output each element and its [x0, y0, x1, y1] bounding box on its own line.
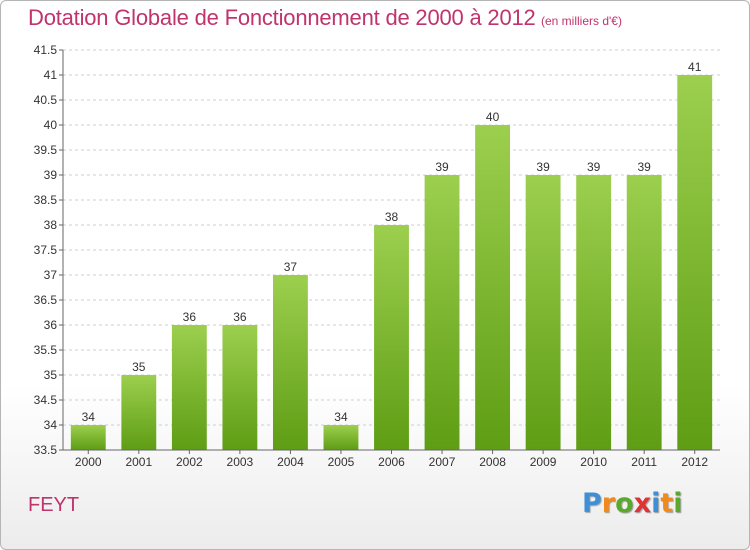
bar — [70, 425, 106, 450]
bar-value-label: 34 — [82, 410, 96, 424]
axes — [59, 49, 720, 454]
x-tick-label: 2012 — [681, 455, 708, 469]
bar — [576, 175, 612, 450]
bar-value-label: 39 — [587, 160, 601, 174]
y-tick-label: 38.5 — [34, 193, 58, 207]
y-tick-label: 39 — [44, 168, 58, 182]
logo-letter: x — [633, 488, 652, 519]
bar-value-label: 35 — [132, 360, 146, 374]
labels: 33.5 34 34.5 35 35.5 36 36.5 37 37.5 38 38.5 39 39.5… — [34, 43, 709, 469]
y-tick-label: 38 — [44, 218, 58, 232]
y-tick-label: 37.5 — [34, 243, 58, 257]
x-tick-label: 2001 — [125, 455, 152, 469]
y-tick-label: 37 — [44, 268, 58, 282]
logo-letter: r — [601, 488, 616, 519]
y-tick-label: 41 — [44, 68, 58, 82]
bar — [272, 275, 308, 450]
bars — [70, 75, 713, 450]
bar — [424, 175, 460, 450]
bar-value-label: 41 — [688, 60, 702, 74]
y-tick-label: 35.5 — [34, 343, 58, 357]
bar-value-label: 36 — [183, 310, 197, 324]
y-tick-label: 33.5 — [34, 443, 58, 457]
bar — [677, 75, 713, 450]
y-tick-label: 40.5 — [34, 93, 58, 107]
bar-value-label: 36 — [233, 310, 247, 324]
bar — [121, 375, 157, 450]
bar — [525, 175, 561, 450]
chart-unit-subtitle: (en milliers d'€) — [541, 14, 622, 28]
bar-value-label: 34 — [334, 410, 348, 424]
bar-value-label: 38 — [385, 210, 399, 224]
y-tick-label: 40 — [44, 118, 58, 132]
logo-letter: t — [660, 488, 674, 519]
y-tick-label: 41.5 — [34, 43, 58, 57]
chart-title: Dotation Globale de Fonctionnement de 20… — [28, 5, 536, 30]
x-tick-label: 2000 — [75, 455, 102, 469]
x-tick-label: 2009 — [530, 455, 557, 469]
bar-value-label: 39 — [638, 160, 652, 174]
x-tick-label: 2010 — [580, 455, 607, 469]
bar — [374, 225, 409, 450]
proxiti-logo: Proxiti — [582, 488, 692, 524]
y-tick-label: 36 — [44, 318, 58, 332]
x-tick-label: 2005 — [328, 455, 355, 469]
logo-letter: i — [651, 488, 661, 519]
logo-letter: P — [582, 488, 602, 519]
y-tick-label: 39.5 — [34, 143, 58, 157]
logo-letter: o — [615, 488, 634, 519]
bar — [171, 325, 207, 450]
bar — [626, 175, 662, 450]
bar-value-label: 37 — [284, 260, 298, 274]
y-tick-label: 36.5 — [34, 293, 58, 307]
x-tick-label: 2002 — [176, 455, 203, 469]
bar-value-label: 39 — [435, 160, 449, 174]
x-tick-label: 2008 — [479, 455, 506, 469]
x-tick-label: 2007 — [429, 455, 456, 469]
logo-letter: i — [673, 488, 683, 519]
x-tick-label: 2011 — [631, 455, 657, 469]
bar-value-label: 40 — [486, 110, 500, 124]
x-tick-label: 2003 — [227, 455, 254, 469]
y-tick-label: 35 — [44, 368, 58, 382]
commune-name: FEYT — [28, 494, 80, 516]
x-tick-label: 2004 — [277, 455, 304, 469]
bar — [222, 325, 258, 450]
bar — [475, 125, 511, 450]
y-tick-label: 34 — [44, 418, 58, 432]
bar-value-label: 39 — [536, 160, 550, 174]
bar — [323, 425, 359, 450]
x-tick-label: 2006 — [378, 455, 405, 469]
y-tick-label: 34.5 — [34, 393, 58, 407]
